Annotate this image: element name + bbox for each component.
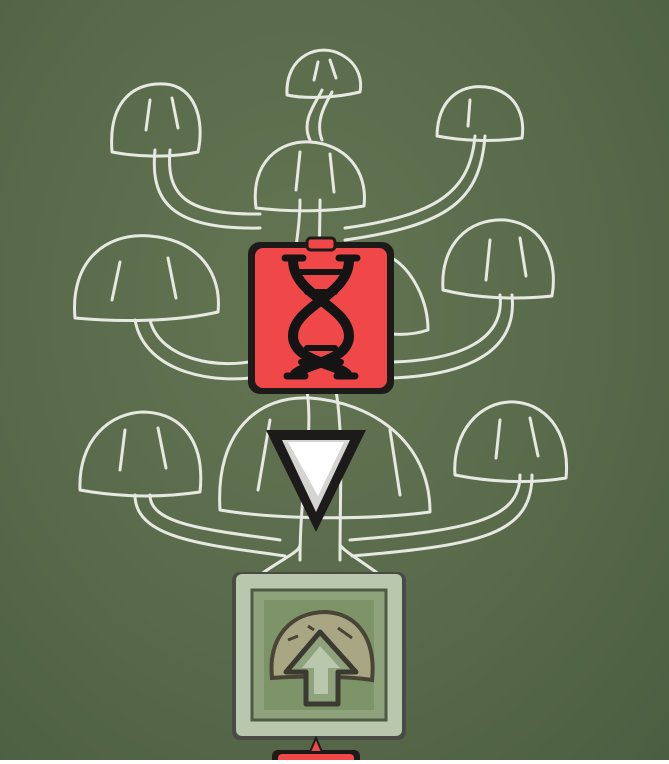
next-node[interactable]: [270, 735, 362, 764]
mushroom-arrow-up-icon: [269, 609, 375, 707]
star-icon: [308, 735, 324, 753]
path-arrow: [262, 426, 370, 536]
gene-node[interactable]: [245, 236, 397, 396]
dna-icon: [281, 254, 361, 380]
triangle-down-icon: [266, 430, 366, 532]
upgrade-node[interactable]: [228, 568, 410, 744]
